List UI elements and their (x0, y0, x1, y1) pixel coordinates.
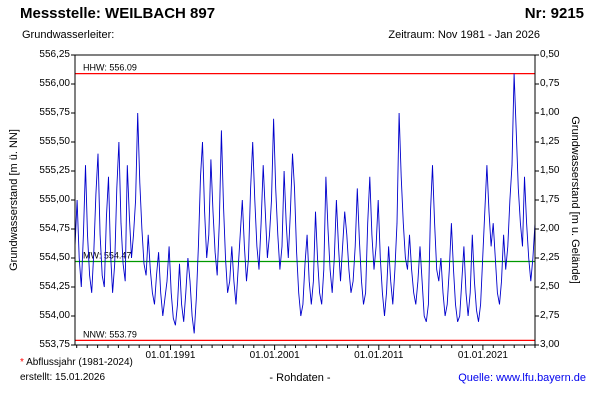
rohdaten-label: - Rohdaten - (269, 372, 331, 384)
y-axis-label-left: Grundwasserstand [m ü. NN] (8, 129, 20, 271)
x-tick-label: 01.01.2011 (354, 350, 404, 361)
x-tick-label: 01.01.1991 (145, 350, 196, 361)
source-line: Quelle: www.lfu.bayern.de (458, 372, 586, 384)
data-series-line (74, 73, 536, 334)
station-number: Nr: 9215 (524, 5, 584, 22)
aquifer-label: Grundwasserleiter: (22, 29, 115, 41)
x-tick-label: 01.01.2001 (249, 350, 300, 361)
y-tick-label-left: 554,25 (39, 281, 70, 292)
y-tick-label-right: 0,75 (540, 78, 560, 89)
y-tick-label-right: 2,75 (540, 310, 560, 321)
hhw-label: HHW: 556.09 (83, 63, 137, 73)
y-tick-label-right: 1,25 (540, 136, 560, 147)
y-tick-label-left: 556,00 (39, 78, 70, 89)
y-tick-label-left: 554,75 (39, 223, 70, 234)
y-tick-label-right: 1,50 (540, 165, 560, 176)
y-tick-label-right: 2,50 (540, 281, 560, 292)
y-tick-label-right: 3,00 (540, 339, 560, 350)
plot-border (74, 54, 536, 346)
y-tick-label-left: 556,25 (39, 49, 70, 60)
footnote: * Abflussjahr (1981-2024) (20, 357, 133, 368)
source-prefix: Quelle: (458, 372, 497, 384)
station-title: Messstelle: WEILBACH 897 (20, 5, 216, 22)
created-label: erstellt: 15.01.2026 (20, 372, 106, 383)
y-tick-label-left: 553,75 (39, 339, 70, 350)
footnote-asterisk: * (20, 357, 24, 368)
y-tick-label-right: 1,00 (540, 107, 560, 118)
mw-label: MW: 554.47 (83, 251, 131, 261)
y-tick-label-right: 2,25 (540, 252, 560, 263)
y-tick-label-right: 2,00 (540, 223, 560, 234)
y-tick-label-left: 555,00 (39, 194, 70, 205)
y-tick-label-left: 555,75 (39, 107, 70, 118)
nnw-label: NNW: 553.79 (83, 329, 137, 339)
subtitle-row: Grundwasserleiter: Zeitraum: Nov 1981 - … (22, 29, 540, 41)
y-tick-label-right: 0,50 (540, 49, 560, 60)
y-tick-label-left: 555,25 (39, 165, 70, 176)
y-tick-label-left: 554,00 (39, 310, 70, 321)
y-tick-label-left: 555,50 (39, 136, 70, 147)
y-tick-label-left: 554,50 (39, 252, 70, 263)
chart-canvas: HHW: 556.09 MW: 554.47 NNW: 553.79 (71, 54, 539, 350)
period-label: Zeitraum: Nov 1981 - Jan 2026 (388, 29, 540, 41)
y-tick-label-right: 1,75 (540, 194, 560, 205)
footnote-text: Abflussjahr (1981-2024) (23, 357, 133, 368)
x-tick-label: 01.01.2021 (457, 350, 508, 361)
title-row: Messstelle: WEILBACH 897 Nr: 9215 (20, 5, 584, 22)
source-link[interactable]: www.lfu.bayern.de (496, 372, 586, 384)
